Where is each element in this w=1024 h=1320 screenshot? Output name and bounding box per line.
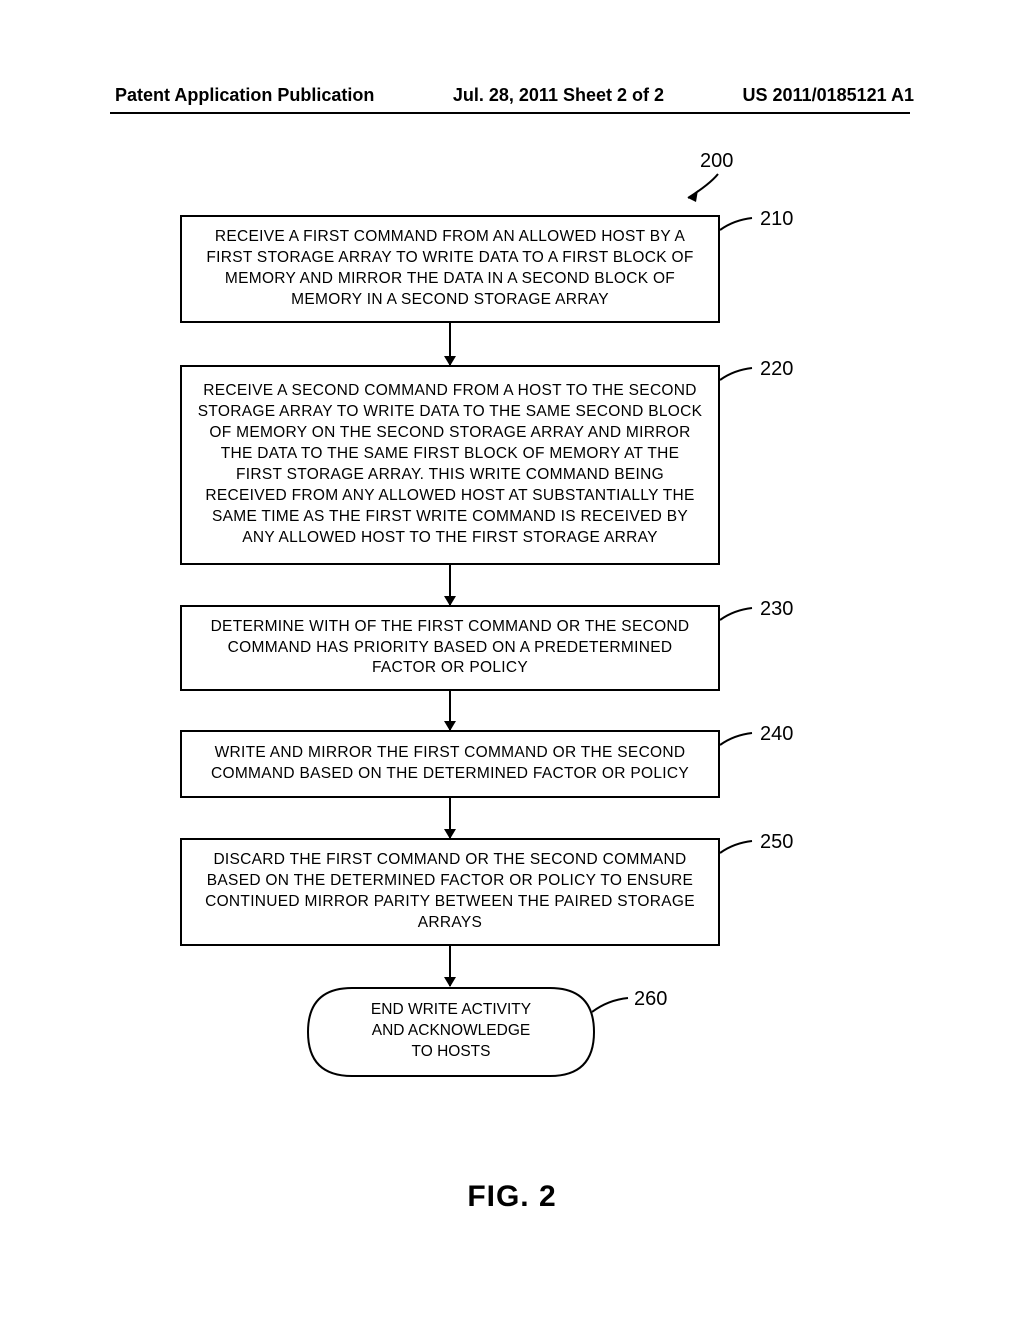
header-rule: [110, 112, 910, 114]
ref-210-label: 210: [760, 208, 793, 231]
arrow-250-end-icon: [449, 946, 451, 986]
step-250-text: DISCARD THE FIRST COMMAND OR THE SECOND …: [196, 850, 704, 934]
ref-200-label: 200: [700, 150, 733, 173]
ref-260-leader-icon: [592, 996, 632, 1018]
ref-200-leader-icon: [670, 172, 730, 212]
header-center: Jul. 28, 2011 Sheet 2 of 2: [453, 85, 664, 106]
arrow-240-250-icon: [449, 798, 451, 838]
header-left: Patent Application Publication: [115, 85, 374, 106]
ref-210-leader-icon: [720, 216, 756, 236]
step-210-text: RECEIVE A FIRST COMMAND FROM AN ALLOWED …: [196, 227, 704, 311]
header-right: US 2011/0185121 A1: [743, 85, 914, 106]
step-220-box: RECEIVE A SECOND COMMAND FROM A HOST TO …: [180, 365, 720, 565]
ref-250-label: 250: [760, 831, 793, 854]
arrow-230-240-icon: [449, 691, 451, 730]
step-240-box: WRITE AND MIRROR THE FIRST COMMAND OR TH…: [180, 730, 720, 798]
terminator-260: END WRITE ACTIVITY AND ACKNOWLEDGE TO HO…: [306, 986, 596, 1078]
ref-250-leader-icon: [720, 839, 756, 859]
step-230-text: DETERMINE WITH OF THE FIRST COMMAND OR T…: [196, 617, 704, 680]
patent-header: Patent Application Publication Jul. 28, …: [0, 85, 1024, 106]
ref-240-label: 240: [760, 723, 793, 746]
arrow-210-220-icon: [449, 323, 451, 365]
terminator-line1: END WRITE ACTIVITY: [306, 1000, 596, 1021]
figure-label: FIG. 2: [0, 1180, 1024, 1214]
ref-230-leader-icon: [720, 606, 756, 626]
terminator-line2: AND ACKNOWLEDGE: [306, 1021, 596, 1042]
ref-220-leader-icon: [720, 366, 756, 386]
ref-220-label: 220: [760, 358, 793, 381]
ref-200: 200: [670, 150, 770, 200]
ref-260-label: 260: [634, 988, 667, 1011]
step-220-text: RECEIVE A SECOND COMMAND FROM A HOST TO …: [196, 381, 704, 548]
terminator-line3: TO HOSTS: [306, 1042, 596, 1063]
step-230-box: DETERMINE WITH OF THE FIRST COMMAND OR T…: [180, 605, 720, 691]
ref-240-leader-icon: [720, 731, 756, 751]
step-210-box: RECEIVE A FIRST COMMAND FROM AN ALLOWED …: [180, 215, 720, 323]
step-250-box: DISCARD THE FIRST COMMAND OR THE SECOND …: [180, 838, 720, 946]
step-240-text: WRITE AND MIRROR THE FIRST COMMAND OR TH…: [196, 743, 704, 785]
terminator-text: END WRITE ACTIVITY AND ACKNOWLEDGE TO HO…: [306, 986, 596, 1063]
ref-230-label: 230: [760, 598, 793, 621]
arrow-220-230-icon: [449, 565, 451, 605]
